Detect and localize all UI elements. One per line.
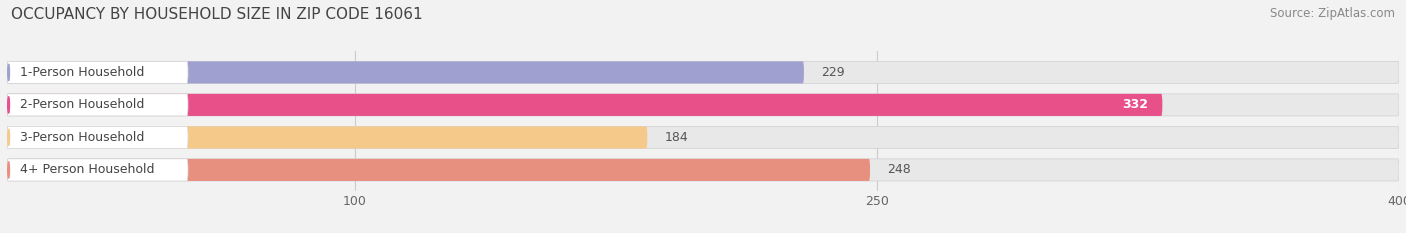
Circle shape — [7, 162, 10, 178]
Text: OCCUPANCY BY HOUSEHOLD SIZE IN ZIP CODE 16061: OCCUPANCY BY HOUSEHOLD SIZE IN ZIP CODE … — [11, 7, 423, 22]
Text: 1-Person Household: 1-Person Household — [20, 66, 145, 79]
FancyBboxPatch shape — [7, 61, 1399, 83]
Text: 248: 248 — [887, 163, 911, 176]
Text: 2-Person Household: 2-Person Household — [20, 98, 145, 111]
FancyBboxPatch shape — [7, 126, 647, 148]
FancyBboxPatch shape — [7, 159, 870, 181]
Circle shape — [7, 64, 10, 81]
Text: 229: 229 — [821, 66, 845, 79]
Text: 3-Person Household: 3-Person Household — [20, 131, 145, 144]
FancyBboxPatch shape — [7, 126, 1399, 148]
FancyBboxPatch shape — [7, 94, 1399, 116]
Text: Source: ZipAtlas.com: Source: ZipAtlas.com — [1270, 7, 1395, 20]
Text: 4+ Person Household: 4+ Person Household — [20, 163, 155, 176]
FancyBboxPatch shape — [7, 61, 188, 83]
Text: 332: 332 — [1122, 98, 1149, 111]
Circle shape — [7, 97, 10, 113]
FancyBboxPatch shape — [7, 126, 188, 148]
FancyBboxPatch shape — [7, 94, 188, 116]
Circle shape — [7, 129, 10, 146]
FancyBboxPatch shape — [7, 94, 1163, 116]
Text: 184: 184 — [665, 131, 689, 144]
FancyBboxPatch shape — [7, 159, 1399, 181]
FancyBboxPatch shape — [7, 159, 188, 181]
FancyBboxPatch shape — [7, 61, 804, 83]
